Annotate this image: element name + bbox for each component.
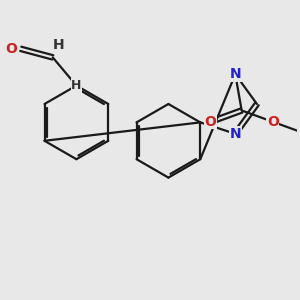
Text: N: N xyxy=(230,67,241,81)
Text: O: O xyxy=(205,115,217,129)
Text: N: N xyxy=(230,127,241,141)
Text: H: H xyxy=(71,79,82,92)
Text: H: H xyxy=(52,38,64,52)
Text: O: O xyxy=(267,115,279,129)
Text: O: O xyxy=(6,42,17,56)
